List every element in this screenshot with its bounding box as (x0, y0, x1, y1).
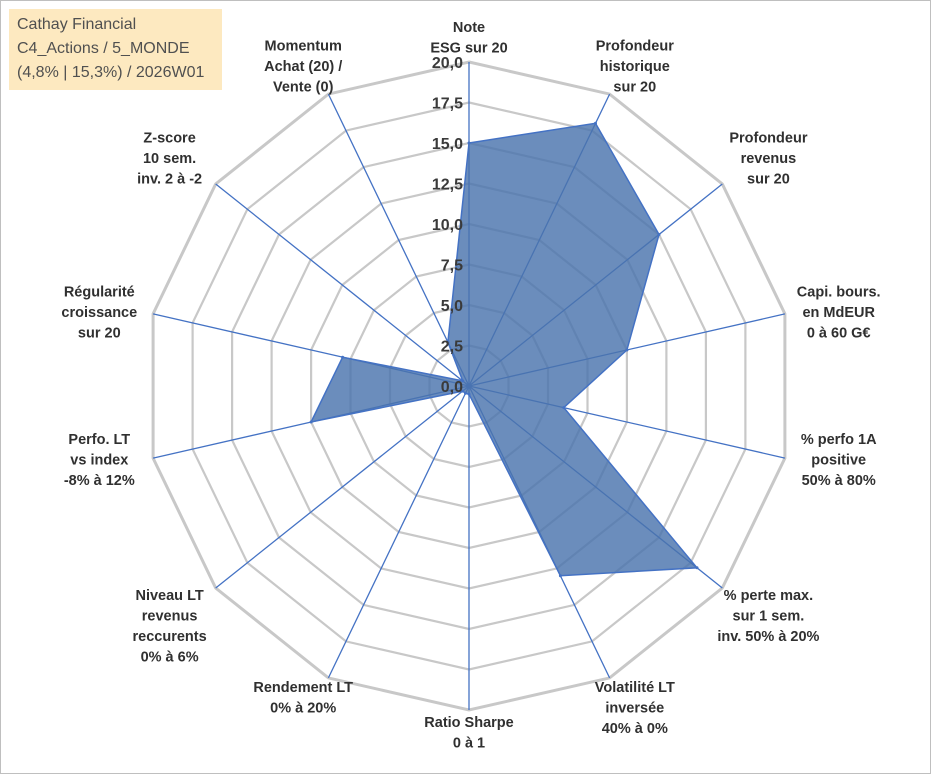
axis-label-12: Régularité croissance sur 20 (61, 284, 137, 341)
axis-label-11: Perfo. LT vs index -8% à 12% (64, 432, 135, 489)
tick-label: 10,0 (432, 217, 463, 234)
axis-label-10: Niveau LT revenus reccurents 0% à 6% (133, 588, 207, 666)
axis-label-line: Capi. bours. (797, 284, 881, 300)
axis-label-line: revenus (142, 609, 198, 625)
data-point-14 (446, 340, 450, 344)
tick-label: 7,5 (441, 258, 463, 275)
data-point-2 (594, 121, 597, 125)
axis-label-line: Z-score (143, 131, 195, 147)
tick-label: 17,5 (432, 96, 463, 113)
info-title: Cathay Financial (17, 16, 137, 33)
axis-labels: Note ESG sur 20 Profondeur historique sur 20… (61, 20, 880, 752)
axis-label-1: Note ESG sur 20 (430, 20, 507, 57)
axis-label-line: 50% à 80% (802, 473, 876, 489)
axis-label-6: % perte max. sur 1 sem. inv. 50% à 20% (717, 588, 819, 645)
axis-label-line: 40% à 0% (602, 721, 668, 737)
axis-label-3: Profondeur revenus sur 20 (729, 131, 807, 188)
axis-label-line: 0 à 60 G€ (807, 325, 871, 341)
axis-label-line: % perte max. (724, 588, 813, 604)
axis-label-line: Perfo. LT (68, 432, 130, 448)
axis-label-13: Z-score 10 sem. inv. 2 à -2 (137, 131, 202, 188)
axis-label-line: en MdEUR (802, 305, 875, 321)
data-point-8 (467, 392, 471, 396)
data-point-13 (461, 379, 465, 383)
axis-label-4: Capi. bours. en MdEUR 0 à 60 G€ (797, 284, 881, 341)
axis-label-line: Niveau LT (135, 588, 203, 604)
axis-label-line: 10 sem. (143, 151, 196, 167)
axis-label-line: % perfo 1A (801, 432, 877, 448)
data-point-7 (558, 574, 562, 578)
axis-label-line: Achat (20) / (264, 59, 342, 75)
axis-label-line: positive (811, 453, 866, 469)
spoke-13 (215, 183, 470, 387)
axis-label-8: Ratio Sharpe 0 à 1 (424, 715, 513, 752)
data-point-5 (562, 406, 566, 410)
spoke-9 (327, 385, 470, 679)
axis-label-line: Profondeur (596, 38, 674, 54)
data-point-10 (461, 389, 465, 393)
spoke-14 (327, 93, 470, 387)
tick-label: 5,0 (441, 298, 463, 315)
info-box: Cathay Financial C4_Actions / 5_MONDE (4… (9, 9, 222, 90)
data-point-1 (467, 141, 471, 145)
axis-label-14: Momentum Achat (20) / Vente (0) (264, 38, 342, 95)
axis-label-line: sur 20 (78, 325, 121, 341)
axis-label-line: Régularité (64, 284, 135, 300)
axis-label-line: Rendement LT (253, 680, 353, 696)
axis-label-2: Profondeur historique sur 20 (596, 38, 674, 95)
info-category: C4_Actions / 5_MONDE (17, 40, 190, 57)
axis-label-line: Note (453, 20, 485, 36)
axis-label-line: inversée (605, 701, 664, 717)
axis-label-line: sur 20 (613, 79, 656, 95)
data-point-3 (657, 233, 661, 236)
info-period: (4,8% | 15,3%) / 2026W01 (17, 64, 205, 81)
radial-tick-labels: 0,0 2,5 5,0 7,5 10,0 12,5 15,0 17,5 20,0 (432, 55, 463, 396)
axis-label-line: reccurents (133, 629, 207, 645)
axis-label-line: inv. 2 à -2 (137, 172, 202, 188)
tick-label: 12,5 (432, 177, 463, 194)
axis-label-line: revenus (741, 151, 797, 167)
axis-label-line: 0% à 6% (141, 650, 199, 666)
axis-label-7: Volatilité LT inversée 40% à 0% (595, 680, 675, 737)
tick-label: 0,0 (441, 379, 463, 396)
axis-label-line: Volatilité LT (595, 680, 675, 696)
axis-label-line: historique (600, 59, 670, 75)
data-point-6 (695, 566, 699, 570)
spoke-10 (215, 385, 470, 589)
data-point-4 (625, 348, 629, 352)
radar-series (309, 121, 699, 578)
axis-label-line: Vente (0) (273, 79, 334, 95)
axis-label-5: % perfo 1A positive 50% à 80% (801, 432, 877, 489)
data-point-12 (341, 355, 345, 359)
axis-label-line: ESG sur 20 (430, 41, 507, 57)
axis-label-line: sur 1 sem. (733, 609, 805, 625)
tick-label: 15,0 (432, 136, 463, 153)
axis-label-9: Rendement LT 0% à 20% (253, 680, 353, 717)
axis-label-line: Momentum (265, 38, 342, 54)
axis-label-line: sur 20 (747, 172, 790, 188)
axis-label-line: Ratio Sharpe (424, 715, 513, 731)
axis-label-line: croissance (61, 305, 137, 321)
axis-label-line: 0 à 1 (453, 736, 485, 752)
axis-label-line: 0% à 20% (270, 701, 336, 717)
axis-label-line: inv. 50% à 20% (717, 629, 819, 645)
data-point-11 (309, 420, 313, 424)
tick-label: 2,5 (441, 339, 463, 356)
axis-label-line: Profondeur (729, 131, 807, 147)
axis-label-line: vs index (70, 453, 128, 469)
axis-label-line: -8% à 12% (64, 473, 135, 489)
tick-label: 20,0 (432, 55, 463, 72)
data-point-9 (464, 391, 467, 395)
